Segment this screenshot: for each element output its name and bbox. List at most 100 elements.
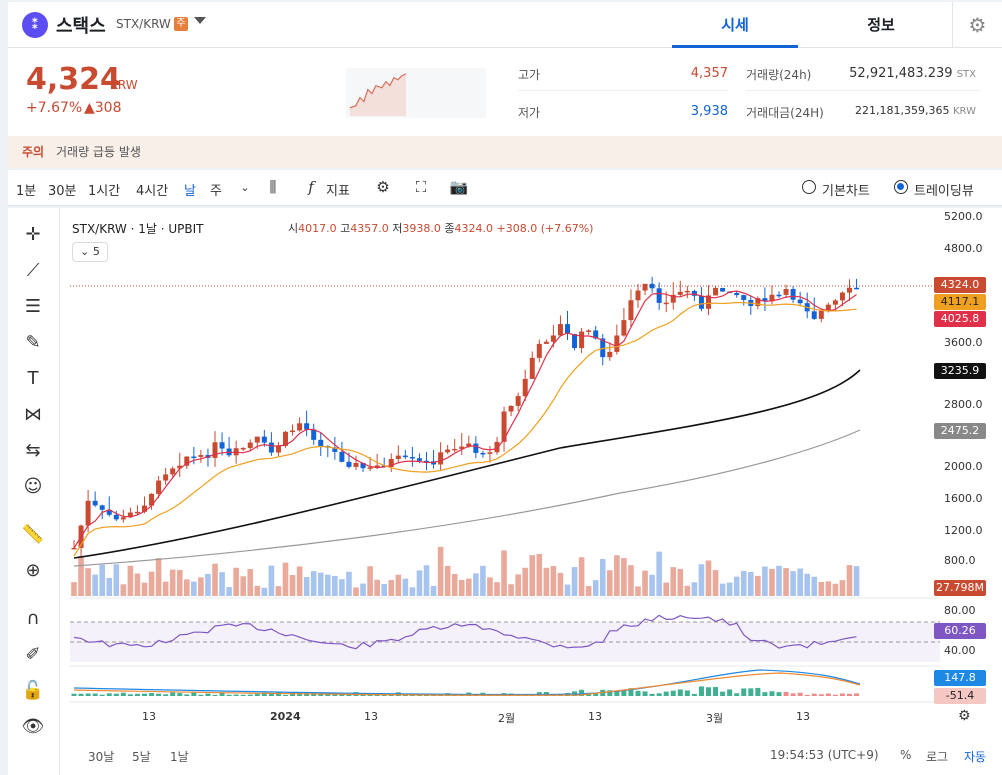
candle-body — [290, 430, 296, 433]
volume-bar — [599, 558, 606, 596]
volume-bar — [184, 579, 190, 596]
radio-tradingview-label[interactable]: 트레이딩뷰 — [914, 184, 974, 199]
volume-bar — [466, 578, 472, 596]
range-1d[interactable]: 1날 — [170, 750, 189, 764]
gear-icon[interactable]: ⚙ — [376, 178, 390, 196]
radio-basic-chart[interactable] — [802, 180, 816, 194]
candle-body — [494, 441, 500, 453]
candle-body — [713, 287, 719, 296]
log-toggle[interactable]: 로그 — [926, 750, 949, 764]
emoji-icon[interactable]: ☺ — [23, 476, 43, 497]
candle-body — [99, 505, 105, 510]
candle-body — [811, 311, 817, 319]
eye-icon[interactable]: 👁 — [21, 716, 45, 737]
volume-bar — [719, 583, 726, 596]
chevron-down-icon[interactable] — [194, 17, 206, 24]
legend-low: 3938.0 — [402, 222, 441, 235]
lock-pencil-icon[interactable]: ✐ — [25, 644, 41, 665]
macd-hist — [776, 692, 782, 696]
macd-hist — [106, 693, 112, 696]
macd-hist — [177, 693, 183, 696]
macd-hist — [684, 690, 690, 696]
macd-hist — [649, 693, 655, 696]
candle-body — [318, 439, 324, 447]
volume-bar — [360, 583, 366, 596]
indicator-button[interactable]: 지표 — [326, 184, 350, 199]
candle-body — [381, 465, 387, 467]
volume-bar — [783, 568, 789, 596]
period-1hour[interactable]: 1시간 — [88, 184, 121, 199]
fib-lines-icon[interactable]: ☰ — [24, 296, 42, 317]
radio-basic-label[interactable]: 기본차트 — [822, 184, 870, 199]
crosshair-icon[interactable]: ✛ — [25, 224, 41, 245]
period-4hour[interactable]: 4시간 — [136, 184, 169, 199]
volume-bar — [113, 564, 120, 596]
forecast-icon[interactable]: ⇆ — [25, 440, 41, 461]
zoom-in-icon[interactable]: ⊕ — [25, 560, 41, 581]
tab-info[interactable]: 정보 — [867, 16, 895, 34]
macd-hist — [670, 690, 676, 696]
volume-bar — [332, 575, 338, 596]
radio-tradingview[interactable] — [894, 180, 908, 194]
drawing-toolbar: ✛ ⟋ ☰ ✎ T ⋈ ⇆ ☺ 📏 ⊕ ∩ ✐ 🔓 👁 — [8, 208, 60, 775]
macd-signal-line — [73, 672, 861, 696]
text-icon[interactable]: T — [27, 368, 39, 389]
price-chart-canvas[interactable] — [60, 208, 990, 738]
macd-hist — [212, 694, 218, 696]
candle-body — [825, 304, 831, 311]
ruler-icon[interactable]: 📏 — [21, 524, 45, 545]
gear-icon[interactable]: ⚙ — [952, 2, 1002, 48]
tab-quote[interactable]: 시세 — [672, 2, 798, 48]
candle-body — [409, 457, 415, 459]
amount-number: 221,181,359,365 — [855, 104, 950, 117]
volume-bar — [317, 572, 324, 596]
candle-body — [720, 287, 726, 292]
price-tick: 4800.0 — [944, 242, 983, 255]
macd-hist — [142, 693, 147, 696]
change-amount: ▲308 — [84, 100, 122, 116]
function-icon[interactable]: f — [308, 178, 314, 196]
lock-icon[interactable]: 🔓 — [21, 680, 45, 701]
volume-bar — [254, 585, 261, 596]
volume-bar — [120, 584, 127, 596]
candle-body — [656, 288, 662, 303]
candle-body — [529, 357, 535, 379]
magnet-icon[interactable]: ∩ — [26, 608, 40, 629]
candle-body — [184, 456, 190, 466]
period-30min[interactable]: 30분 — [48, 184, 77, 199]
period-day[interactable]: 날 — [184, 184, 196, 199]
volume-bar — [846, 565, 853, 596]
volume-bar — [691, 582, 698, 596]
x-tick: 3월 — [706, 712, 724, 725]
candle-body — [283, 431, 288, 446]
camera-icon[interactable]: 📷 — [449, 178, 469, 196]
volume-bar — [303, 576, 310, 596]
candle-body — [706, 295, 711, 309]
volume-bar — [614, 555, 620, 596]
indicator-toggle[interactable]: ⌄ 5 — [72, 242, 108, 262]
percent-toggle[interactable]: % — [900, 748, 912, 762]
brush-icon[interactable]: ✎ — [25, 332, 41, 353]
chevron-down-icon[interactable]: ⌄ — [240, 181, 250, 194]
gear-icon[interactable]: ⚙ — [958, 708, 971, 724]
auto-toggle[interactable]: 자동 — [964, 750, 987, 764]
candle-body — [127, 512, 133, 518]
candle-body — [522, 378, 528, 397]
pattern-icon[interactable]: ⋈ — [24, 404, 42, 425]
volume-tag: 27.798M — [934, 580, 986, 596]
candle-body — [219, 442, 225, 449]
macd-hist — [720, 691, 726, 696]
volume-bar — [430, 585, 437, 596]
fullscreen-icon[interactable]: ⛶ — [415, 178, 427, 196]
range-5d[interactable]: 5날 — [132, 750, 151, 764]
volume-bar — [663, 582, 669, 596]
range-30d[interactable]: 30날 — [88, 750, 115, 764]
change-rate: +7.67% — [26, 100, 83, 116]
period-1min[interactable]: 1분 — [16, 184, 37, 199]
low-label: 저가 — [518, 106, 541, 120]
candle-type-icon[interactable]: ⫼ — [269, 178, 277, 196]
trendline-icon[interactable]: ⟋ — [26, 260, 40, 281]
period-week[interactable]: 주 — [210, 184, 222, 199]
macd-hist — [579, 689, 585, 696]
candle-body — [818, 310, 824, 319]
